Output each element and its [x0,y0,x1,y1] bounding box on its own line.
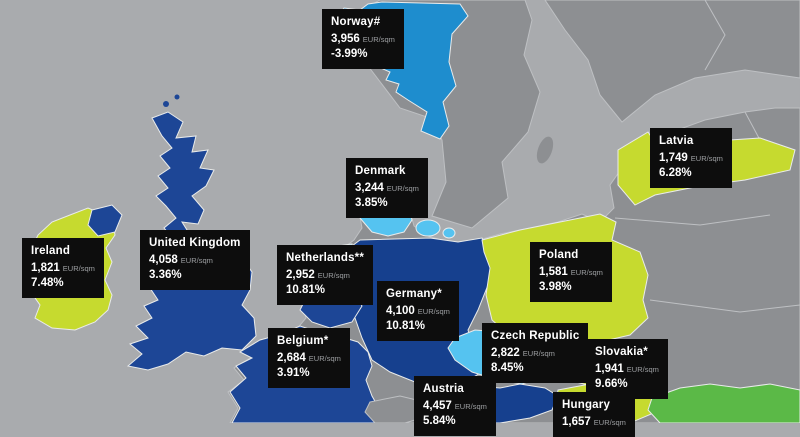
price-line: 4,457 EUR/sqm [423,397,487,414]
price-value: 1,941 [595,363,624,375]
europe-price-map: Norway# 3,956 EUR/sqm -3.99% Denmark 3,24… [22,0,800,437]
price-value: 4,457 [423,400,452,412]
country-label-norway: Norway# 3,956 EUR/sqm -3.99% [322,9,404,69]
country-label-poland: Poland 1,581 EUR/sqm 3.98% [530,242,612,302]
price-change: 10.81% [286,284,326,296]
price-value: 4,058 [149,254,178,266]
country-label-latvia: Latvia 1,749 EUR/sqm 6.28% [650,128,732,188]
country-label-belgium: Belgium* 2,684 EUR/sqm 3.91% [268,328,350,388]
country-shape-finland [544,0,800,123]
price-unit: EUR/sqm [362,35,395,44]
denmark-island-funen [442,227,456,239]
country-label-czech-republic: Czech Republic 2,822 EUR/sqm 8.45% [482,323,589,383]
price-unit: EUR/sqm [417,307,450,316]
price-change: 3.36% [149,269,182,281]
price-unit: EUR/sqm [626,365,659,374]
price-change: 10.81% [386,320,426,332]
country-name: Ireland [31,245,71,257]
price-value: 1,821 [31,262,60,274]
country-name: Denmark [355,165,406,177]
country-shape-romania [647,383,800,423]
price-unit: EUR/sqm [317,271,350,280]
price-change: -3.99% [331,48,368,60]
price-line: 1,821 EUR/sqm [31,259,95,276]
price-change: 9.66% [595,378,628,390]
price-value: 4,100 [386,305,415,317]
price-unit: EUR/sqm [454,402,487,411]
country-label-netherlands: Netherlands** 2,952 EUR/sqm 10.81% [277,245,374,305]
price-line: 3,244 EUR/sqm [355,179,419,196]
price-line: 1,749 EUR/sqm [659,149,723,166]
country-name: Belgium* [277,335,329,347]
price-change: 3.91% [277,367,310,379]
price-line: 3,956 EUR/sqm [331,30,395,47]
price-line: 1,581 EUR/sqm [539,263,603,280]
price-line: 4,100 EUR/sqm [386,302,450,319]
country-label-slovakia: Slovakia* 1,941 EUR/sqm 9.66% [586,339,668,399]
country-label-germany: Germany* 4,100 EUR/sqm 10.81% [377,281,459,341]
price-change: 8.45% [491,362,524,374]
price-unit: EUR/sqm [308,354,341,363]
price-unit: EUR/sqm [62,264,95,273]
denmark-island-zealand [415,219,441,237]
price-change: 3.98% [539,281,572,293]
country-name: United Kingdom [149,237,241,249]
price-unit: EUR/sqm [522,349,555,358]
country-label-ireland: Ireland 1,821 EUR/sqm 7.48% [22,238,104,298]
country-name: Hungary [562,399,611,411]
country-name: Latvia [659,135,694,147]
price-line: 2,822 EUR/sqm [491,344,579,361]
price-value: 1,657 [562,416,591,428]
price-value: 2,822 [491,347,520,359]
price-change: 6.28% [659,167,692,179]
country-name: Czech Republic [491,330,580,342]
country-label-austria: Austria 4,457 EUR/sqm 5.84% [414,376,496,436]
price-value: 3,956 [331,33,360,45]
price-value: 1,749 [659,152,688,164]
country-name: Germany* [386,288,442,300]
price-value: 2,952 [286,269,315,281]
price-value: 1,581 [539,266,568,278]
country-name: Slovakia* [595,346,648,358]
country-label-united-kingdom: United Kingdom 4,058 EUR/sqm 3.36% [140,230,250,290]
price-unit: EUR/sqm [180,256,213,265]
price-value: 2,684 [277,352,306,364]
shetland-island [174,94,180,100]
gray-country-borders [614,0,800,313]
country-name: Netherlands** [286,252,365,264]
price-line: 1,941 EUR/sqm [595,360,659,377]
price-unit: EUR/sqm [690,154,723,163]
country-shape-northern-ireland [87,204,123,237]
country-name: Norway# [331,16,381,28]
price-line: 1,657 EUR/sqm [562,413,626,430]
price-line: 2,684 EUR/sqm [277,349,341,366]
price-unit: EUR/sqm [386,184,419,193]
price-change: 7.48% [31,277,64,289]
price-unit: EUR/sqm [570,268,603,277]
price-change: 5.84% [423,415,456,427]
price-value: 3,244 [355,182,384,194]
country-name: Austria [423,383,465,395]
gotland-island [536,136,554,164]
country-label-hungary: Hungary 1,657 EUR/sqm [553,392,635,437]
country-name: Poland [539,249,579,261]
price-line: 2,952 EUR/sqm [286,266,364,283]
country-label-denmark: Denmark 3,244 EUR/sqm 3.85% [346,158,428,218]
price-line: 4,058 EUR/sqm [149,251,241,268]
orkney-island [163,101,169,107]
price-change: 3.85% [355,197,388,209]
